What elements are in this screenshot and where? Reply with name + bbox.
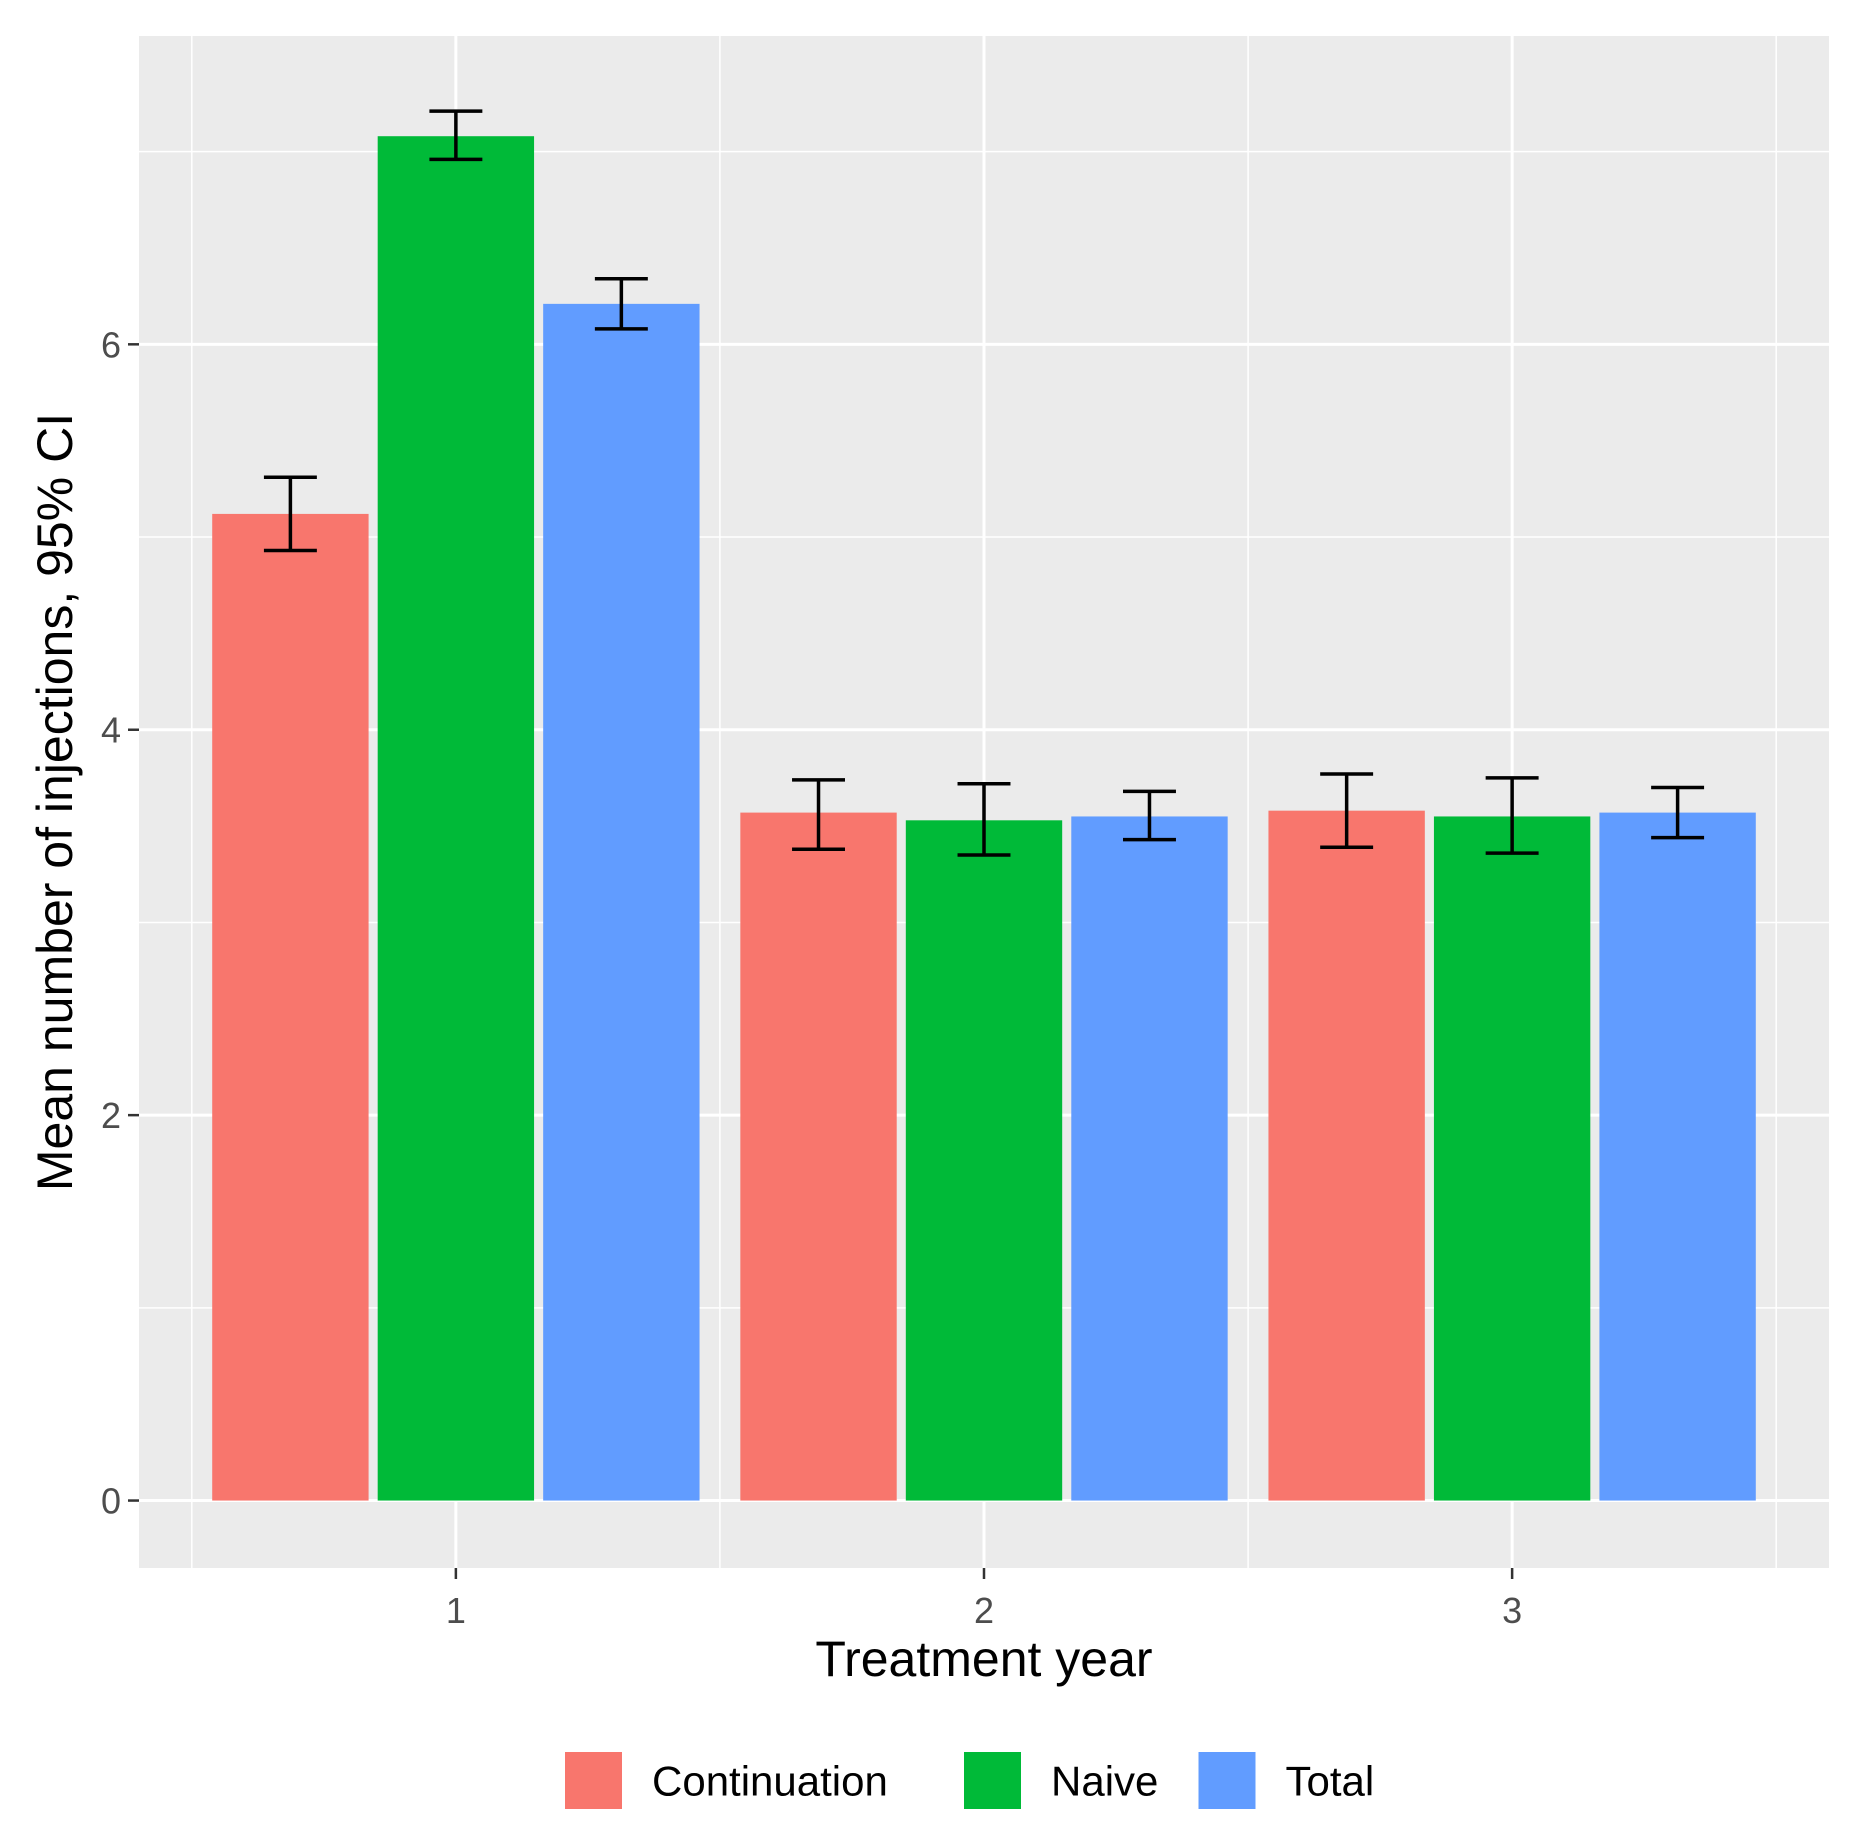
errorbar-naive-2 [957,781,1011,857]
errorbar-total-3 [1651,785,1705,840]
x-axis-ticks: 1 2 3 [446,1568,1522,1631]
legend-swatch [1198,1752,1256,1809]
legend-item-total: Total [1198,1752,1375,1809]
bar-total-2 [1071,816,1228,1501]
bar-total-1 [543,303,700,1501]
errorbar-naive-1 [429,109,483,162]
legend-item-naive: Naive [964,1752,1158,1809]
bar-continuation-3 [1268,810,1425,1501]
errorbar-total-2 [1123,789,1176,842]
bar-total-3 [1599,812,1756,1501]
y-axis-ticks: 0 2 4 6 [101,324,139,1522]
error-bars [263,109,1705,857]
bar-naive-1 [377,136,535,1501]
legend: Continuation Naive Total [565,1752,1374,1809]
bar-naive-3 [1433,816,1591,1501]
errorbar-continuation-2 [792,778,845,851]
errorbar-total-1 [594,277,648,331]
x-tick-label: 2 [974,1590,994,1631]
y-axis-title: Mean number of injections, 95% CI [27,413,83,1191]
errorbar-naive-3 [1485,776,1539,855]
y-tick-label: 4 [101,710,121,751]
x-axis-title: Treatment year [815,1631,1152,1687]
errorbar-continuation-1 [263,475,317,553]
bar-continuation-1 [212,513,369,1501]
errorbar-continuation-3 [1320,772,1374,850]
bar-continuation-2 [740,812,897,1501]
x-tick-label: 3 [1502,1590,1522,1631]
legend-label: Naive [1051,1758,1158,1805]
bar-naive-2 [905,820,1063,1501]
legend-swatch [964,1752,1021,1809]
legend-swatch [565,1752,622,1809]
y-tick-label: 2 [101,1095,121,1136]
bars [212,136,1756,1501]
y-tick-label: 6 [101,324,121,365]
x-tick-label: 1 [446,1590,466,1631]
legend-label: Total [1286,1758,1375,1805]
y-tick-label: 0 [101,1481,121,1522]
legend-label: Continuation [652,1758,888,1805]
legend-item-continuation: Continuation [565,1752,888,1809]
